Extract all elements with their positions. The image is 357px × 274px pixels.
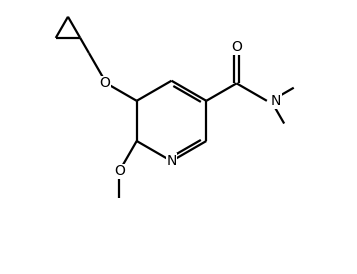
Text: O: O [99,76,110,90]
Text: O: O [114,164,125,178]
Text: O: O [231,40,242,54]
Text: N: N [166,154,177,168]
Text: N: N [271,94,281,108]
